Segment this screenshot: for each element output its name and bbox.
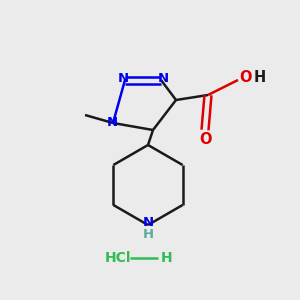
Text: N: N (142, 215, 154, 229)
Text: N: N (158, 73, 169, 85)
Text: O: O (199, 133, 211, 148)
Text: H: H (254, 70, 266, 85)
Text: HCl: HCl (105, 251, 131, 265)
Text: H: H (161, 251, 173, 265)
Text: N: N (117, 73, 129, 85)
Text: H: H (142, 229, 154, 242)
Text: O: O (240, 70, 252, 85)
Text: N: N (106, 116, 118, 130)
